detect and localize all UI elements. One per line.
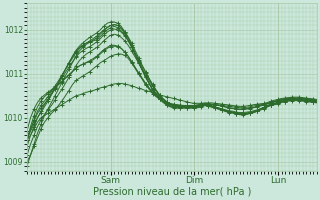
X-axis label: Pression niveau de la mer( hPa ): Pression niveau de la mer( hPa ) (92, 187, 251, 197)
